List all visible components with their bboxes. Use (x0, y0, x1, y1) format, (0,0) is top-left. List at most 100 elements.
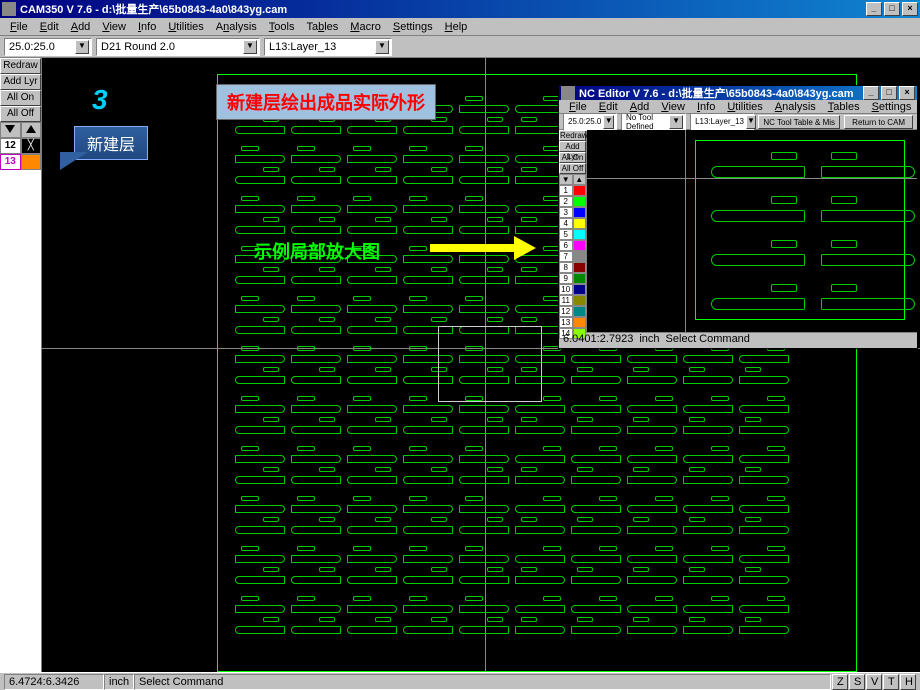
pcb-trace (515, 405, 565, 413)
all-on-button[interactable]: All On (0, 90, 41, 106)
pcb-pad (263, 167, 279, 172)
pcb-trace (459, 476, 509, 484)
sub-menu-add[interactable]: Add (624, 100, 656, 114)
redraw-button[interactable]: Redraw (0, 58, 41, 74)
status-btn-h[interactable]: H (900, 674, 916, 690)
sub-layer-row[interactable]: 11 (559, 295, 586, 306)
all-off-button[interactable]: All Off (0, 106, 41, 122)
sub-grid-combo[interactable]: 25.0:25.0▼ (563, 113, 617, 131)
nav-down-button[interactable] (0, 122, 21, 138)
sub-layer-row[interactable]: 4 (559, 218, 586, 229)
sub-menu-view[interactable]: View (655, 100, 691, 114)
canvas[interactable]: 3新建层新建层绘出成品实际外形示例局部放大图NC Editor V 7.6 - … (42, 58, 920, 672)
sub-nav-down[interactable]: ▼ (559, 174, 573, 185)
sub-add-lyr[interactable]: Add Lyr (559, 141, 586, 152)
sub-redraw[interactable]: Redraw (559, 130, 586, 141)
menu-settings[interactable]: Settings (387, 20, 439, 34)
menu-analysis[interactable]: Analysis (210, 20, 263, 34)
nav-up-button[interactable] (21, 122, 42, 138)
sub-menu-edit[interactable]: Edit (593, 100, 624, 114)
sub-tool-combo[interactable]: No Tool Defined▼ (621, 113, 686, 131)
status-btn-s[interactable]: S (849, 674, 865, 690)
pcb-trace (347, 326, 397, 334)
pcb-pad (521, 267, 537, 272)
chevron-down-icon[interactable]: ▼ (375, 40, 389, 54)
pcb-pad (543, 546, 561, 551)
sub-all-off[interactable]: All Off (559, 163, 586, 174)
sub-min[interactable]: _ (863, 86, 879, 100)
menu-file[interactable]: File (4, 20, 34, 34)
sub-layer-row[interactable]: 3 (559, 207, 586, 218)
minimize-button[interactable]: _ (866, 2, 882, 16)
sub-nctable-button[interactable]: NC Tool Table & Mis Table (758, 115, 840, 129)
maximize-button[interactable]: □ (884, 2, 900, 16)
status-btn-t[interactable]: T (883, 674, 899, 690)
sub-layer-row[interactable]: 5 (559, 229, 586, 240)
menu-view[interactable]: View (96, 20, 132, 34)
sub-menu-settings[interactable]: Settings (866, 100, 918, 114)
menu-tools[interactable]: Tools (263, 20, 301, 34)
menu-info[interactable]: Info (132, 20, 162, 34)
menu-utilities[interactable]: Utilities (162, 20, 209, 34)
sub-nav-up[interactable]: ▲ (573, 174, 587, 185)
sub-layer-row[interactable]: 8 (559, 262, 586, 273)
sub-canvas[interactable] (587, 130, 917, 332)
menu-macro[interactable]: Macro (344, 20, 387, 34)
pcb-pad (409, 546, 427, 551)
menu-help[interactable]: Help (439, 20, 474, 34)
sub-layer-row[interactable]: 12 (559, 306, 586, 317)
pcb-pad (353, 196, 371, 201)
pcb-pad (521, 567, 537, 572)
chevron-down-icon[interactable]: ▼ (75, 40, 89, 54)
menu-add[interactable]: Add (65, 20, 97, 34)
pcb-pad (465, 96, 483, 101)
grid-combo[interactable]: 25.0:25.0 ▼ (4, 38, 92, 56)
pcb-pad (263, 617, 279, 622)
sub-layer-row[interactable]: 2 (559, 196, 586, 207)
layer-13-row[interactable]: 13 (0, 154, 41, 170)
pcb-trace (291, 476, 341, 484)
pcb-pad (689, 567, 705, 572)
sub-menu-utilities[interactable]: Utilities (721, 100, 768, 114)
sub-menu-file[interactable]: File (563, 100, 593, 114)
sub-return-button[interactable]: Return to CAM Editor (844, 115, 913, 129)
sub-close[interactable]: × (899, 86, 915, 100)
sub-layer-row[interactable]: 1 (559, 185, 586, 196)
pcb-pad (745, 617, 761, 622)
chevron-down-icon[interactable]: ▼ (243, 40, 257, 54)
sub-layer-row[interactable]: 6 (559, 240, 586, 251)
pcb-pad (487, 167, 503, 172)
pcb-trace (291, 205, 341, 213)
pcb-pad (689, 417, 705, 422)
layer-12-row[interactable]: 12 ╳ (0, 138, 41, 154)
sub-layer-row[interactable]: 7 (559, 251, 586, 262)
pcb-trace (235, 126, 285, 134)
pcb-trace (291, 355, 341, 363)
sub-menu-analysis[interactable]: Analysis (769, 100, 822, 114)
toolbar: 25.0:25.0 ▼ D21 Round 2.0 ▼ L13:Layer_13… (0, 36, 920, 58)
add-layer-button[interactable]: Add Lyr (0, 74, 41, 90)
sub-layer-combo[interactable]: L13:Layer_13▼ (690, 113, 754, 131)
sub-menu-info[interactable]: Info (691, 100, 721, 114)
sub-layer-row[interactable]: 10 (559, 284, 586, 295)
sub-layer-row[interactable]: 9 (559, 273, 586, 284)
status-btn-z[interactable]: Z (832, 674, 848, 690)
sub-max[interactable]: □ (881, 86, 897, 100)
menu-tables[interactable]: Tables (300, 20, 344, 34)
layer-12-num: 12 (0, 138, 21, 154)
menu-edit[interactable]: Edit (34, 20, 65, 34)
nc-editor-window[interactable]: NC Editor V 7.6 - d:\批量生产\65b0843-4a0\84… (558, 85, 918, 349)
pcb-pad (655, 546, 673, 551)
layer-combo[interactable]: L13:Layer_13 ▼ (264, 38, 392, 56)
pcb-pad (431, 167, 447, 172)
pcb-trace (571, 576, 621, 584)
pcb-pad (577, 617, 593, 622)
status-btn-v[interactable]: V (866, 674, 882, 690)
close-button[interactable]: × (902, 2, 918, 16)
sub-all-on[interactable]: All On (559, 152, 586, 163)
pcb-pad (297, 346, 315, 351)
dcode-combo[interactable]: D21 Round 2.0 ▼ (96, 38, 260, 56)
pcb-trace (235, 376, 285, 384)
sub-menu-tables[interactable]: Tables (822, 100, 866, 114)
sub-layer-row[interactable]: 13 (559, 317, 586, 328)
